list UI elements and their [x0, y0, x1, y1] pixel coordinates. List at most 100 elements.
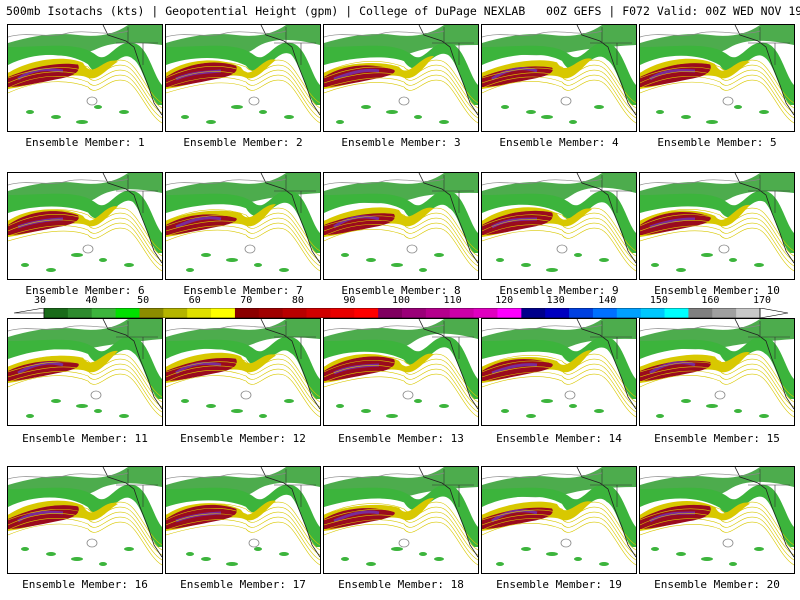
ensemble-panel-7 — [165, 172, 321, 280]
jet-max-streak — [491, 363, 538, 375]
height-contour — [8, 207, 162, 252]
ensemble-member-label: Ensemble Member: 18 — [338, 578, 464, 591]
jet-envelope — [640, 42, 794, 105]
colorbar-swatch — [187, 308, 212, 318]
height-contour — [640, 353, 794, 398]
jet-envelope — [166, 190, 320, 253]
colorbar-tick-label: 30 — [33, 295, 47, 306]
ensemble-member-label: Ensemble Member: 15 — [654, 432, 780, 445]
height-contour — [166, 516, 320, 561]
border-lines — [116, 175, 158, 213]
wind-cell — [206, 120, 216, 124]
wind-cell — [231, 409, 243, 413]
ensemble-panel-17 — [165, 466, 321, 574]
wind-cell — [759, 110, 769, 114]
wind-cell — [546, 552, 558, 556]
wind-cell — [181, 399, 189, 403]
height-contour — [324, 521, 478, 566]
wind-cell — [186, 268, 194, 272]
wind-cell — [336, 120, 344, 124]
colorbar-swatch — [473, 308, 498, 318]
wind-cell — [656, 110, 664, 114]
ensemble-panel-3 — [323, 24, 479, 132]
wind-cell — [124, 547, 134, 551]
wind-cell — [496, 258, 504, 262]
wind-cell — [284, 399, 294, 403]
height-contour — [482, 506, 636, 551]
gray-contour — [482, 30, 603, 38]
wind-cell — [676, 552, 686, 556]
colorbar-swatch — [354, 308, 379, 318]
wind-cell — [76, 120, 88, 124]
wind-cell — [21, 547, 29, 551]
coastline — [576, 25, 636, 116]
jet-max-streak — [333, 215, 380, 229]
height-contour — [482, 207, 636, 252]
jet-core-80 — [166, 62, 237, 87]
wind-cell — [681, 399, 691, 403]
height-contour — [324, 64, 478, 109]
jet-max-streak — [175, 216, 222, 229]
height-contour — [166, 79, 320, 124]
ensemble-member-label: Ensemble Member: 10 — [654, 284, 780, 297]
wind-cell — [574, 557, 582, 561]
height-contour — [324, 506, 478, 551]
wind-cell — [254, 547, 262, 551]
colorbar-swatch — [234, 308, 260, 318]
wind-cell — [681, 115, 691, 119]
wind-cell — [729, 258, 737, 262]
height-contour — [8, 212, 162, 257]
colorbar-tick-label: 80 — [291, 295, 304, 306]
jet-max-streak — [17, 361, 64, 375]
height-contour — [166, 217, 320, 262]
height-contour — [8, 516, 162, 561]
height-contour — [8, 59, 162, 104]
height-contour — [482, 521, 636, 566]
height-contour — [166, 353, 320, 398]
closed-contour — [244, 244, 256, 254]
jet-max-streak — [333, 510, 380, 523]
height-contour — [640, 59, 794, 104]
colorbar-tick-label: 60 — [188, 295, 201, 306]
jet-max-streak — [649, 217, 696, 229]
height-contour — [166, 521, 320, 566]
border-lines — [748, 469, 790, 507]
wind-cell — [391, 547, 403, 551]
colorbar-swatch — [592, 308, 618, 318]
wind-cell — [574, 253, 582, 257]
height-contour — [482, 64, 636, 109]
colorbar-tick-label: 110 — [443, 295, 462, 306]
height-contour — [482, 373, 636, 418]
jet-envelope — [324, 484, 478, 547]
height-contour — [166, 358, 320, 403]
closed-contour — [718, 244, 730, 254]
jet-envelope — [324, 336, 478, 399]
jet-envelope — [324, 190, 478, 253]
colorbar-swatch — [211, 308, 236, 318]
wind-cell — [759, 414, 769, 418]
isotach-map — [482, 467, 636, 566]
colorbar-swatch — [378, 308, 403, 318]
ensemble-member-label: Ensemble Member: 9 — [499, 284, 619, 297]
wind-cell — [754, 263, 764, 267]
height-contour — [324, 69, 478, 114]
jet-envelope — [8, 336, 162, 399]
colorbar-swatch — [425, 308, 451, 318]
wind-cell — [701, 557, 713, 561]
jet-envelope — [482, 484, 636, 547]
isotach-map — [166, 467, 320, 566]
gray-contour — [324, 324, 445, 332]
wind-cell — [76, 404, 88, 408]
map-title: 500mb Isotachs (kts) | Geopotential Heig… — [6, 4, 800, 18]
wind-cell — [254, 263, 262, 267]
wind-cell — [71, 557, 83, 561]
height-contour — [482, 516, 636, 561]
ensemble-panel-20 — [639, 466, 795, 574]
height-contour — [324, 363, 478, 408]
wind-cell — [201, 253, 211, 257]
colorbar-swatch — [139, 308, 164, 318]
ensemble-panel-15 — [639, 318, 795, 426]
ensemble-panel-2 — [165, 24, 321, 132]
wind-cell — [366, 562, 376, 566]
wind-cell — [51, 399, 61, 403]
